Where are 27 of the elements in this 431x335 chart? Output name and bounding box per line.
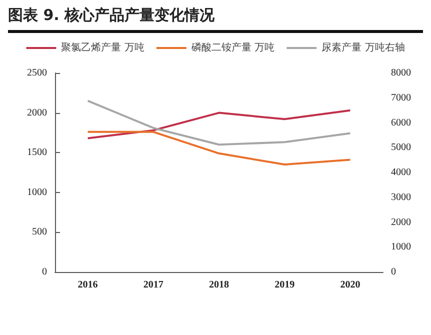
y2-tick-label: 6000 [391, 117, 411, 128]
x-tick-label: 2019 [274, 280, 295, 290]
x-tick-label: 2020 [340, 280, 360, 290]
y2-tick-label: 3000 [391, 192, 411, 203]
line-series [86, 100, 352, 146]
y2-tick-label: 5000 [391, 142, 411, 154]
x-tick-label: 2017 [143, 280, 164, 290]
y-tick-label: 1000 [27, 186, 47, 198]
y-tick-label: 500 [32, 226, 47, 238]
line-series [86, 109, 352, 140]
x-tick-label: 2016 [78, 280, 98, 290]
y-tick-label: 2500 [27, 68, 47, 78]
y-tick-label: 1500 [27, 147, 47, 158]
chart-title: 图表 9. 核心产品产量变化情况 [8, 6, 215, 25]
y-tick-label: 2000 [27, 107, 47, 118]
x-tick-label: 2018 [209, 280, 229, 290]
y2-tick-label: 0 [391, 266, 396, 278]
line-series [86, 130, 352, 166]
y2-tick-label: 8000 [391, 68, 411, 78]
legend-label: 尿素产量 万吨右轴 [322, 42, 405, 54]
legend-label: 磷酸二铵产量 万吨 [190, 42, 275, 54]
y2-tick-label: 7000 [391, 92, 411, 104]
y2-tick-label: 2000 [391, 216, 411, 228]
y2-tick-label: 1000 [391, 242, 411, 253]
y2-tick-label: 4000 [391, 167, 411, 178]
legend-label: 聚氯乙烯产量 万吨 [61, 42, 144, 54]
y-tick-label: 0 [42, 266, 47, 278]
